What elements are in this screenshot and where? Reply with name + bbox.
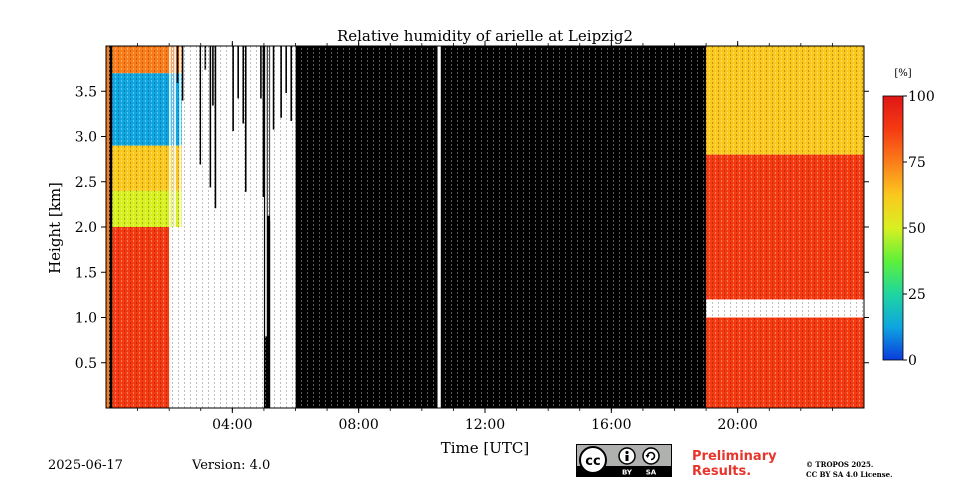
- x-tick-label: 08:00: [338, 417, 378, 433]
- footer-date: 2025-06-17: [48, 458, 123, 473]
- cc-sa-sharealike-icon: [642, 447, 660, 465]
- y-tick-label: 2.0: [75, 220, 97, 236]
- y-axis-ticks: 0.5 1.0 1.5 2.0 2.5 3.0 3.5: [75, 84, 869, 372]
- preliminary-results-note: Preliminary Results.: [692, 449, 777, 479]
- preliminary-line-2: Results.: [692, 464, 752, 479]
- y-axis-label: Height [km]: [46, 182, 64, 274]
- x-axis-label: Time [UTC]: [441, 439, 530, 457]
- y-tick-label: 3.5: [75, 84, 97, 100]
- colorbar-tick-label: 75: [908, 155, 926, 171]
- copyright-notice: © TROPOS 2025. CC BY SA 4.0 License.: [806, 460, 893, 480]
- copyright-line-2: CC BY SA 4.0 License.: [806, 470, 893, 479]
- x-tick-label: 04:00: [212, 417, 252, 433]
- x-tick-label: 16:00: [591, 417, 631, 433]
- plot-area: 04:00 08:00 12:00 16:00 20:00 0.5 1.0 1.5 2.0 2.…: [75, 41, 869, 433]
- colorbar-tick-label: 100: [908, 89, 935, 105]
- colorbar-tick-label: 0: [908, 353, 917, 369]
- y-tick-label: 1.5: [75, 265, 97, 281]
- preliminary-line-1: Preliminary: [692, 449, 777, 464]
- colorbar-tick-label: 25: [908, 287, 926, 303]
- y-tick-label: 1.0: [75, 311, 97, 327]
- y-tick-label: 2.5: [75, 175, 97, 191]
- colorbar-unit: [%]: [894, 68, 911, 79]
- cc-license-badge[interactable]: cc BY SA: [576, 444, 672, 477]
- cc-logo-icon: [579, 446, 607, 474]
- colorbar-tick-label: 50: [908, 221, 926, 237]
- x-tick-label: 12:00: [465, 417, 505, 433]
- speckle-texture: [106, 46, 864, 408]
- footer-version: Version: 4.0: [192, 458, 271, 473]
- x-axis-ticks: 04:00 08:00 12:00 16:00 20:00: [137, 41, 833, 433]
- colorbar-ticks: 0 25 50 75 100: [903, 89, 935, 369]
- copyright-line-1: © TROPOS 2025.: [806, 460, 874, 469]
- svg-text:SA: SA: [646, 469, 657, 477]
- svg-text:cc: cc: [585, 454, 600, 469]
- svg-text:BY: BY: [622, 469, 633, 477]
- y-tick-label: 3.0: [75, 130, 97, 146]
- colorbar: [%] 0 25 50 75 100: [882, 68, 935, 369]
- chart-title: Relative humidity of arielle at Leipzig2: [337, 27, 633, 45]
- colorbar-gradient-bar: [882, 95, 904, 361]
- x-tick-label: 20:00: [717, 417, 757, 433]
- y-tick-label: 0.5: [75, 356, 97, 372]
